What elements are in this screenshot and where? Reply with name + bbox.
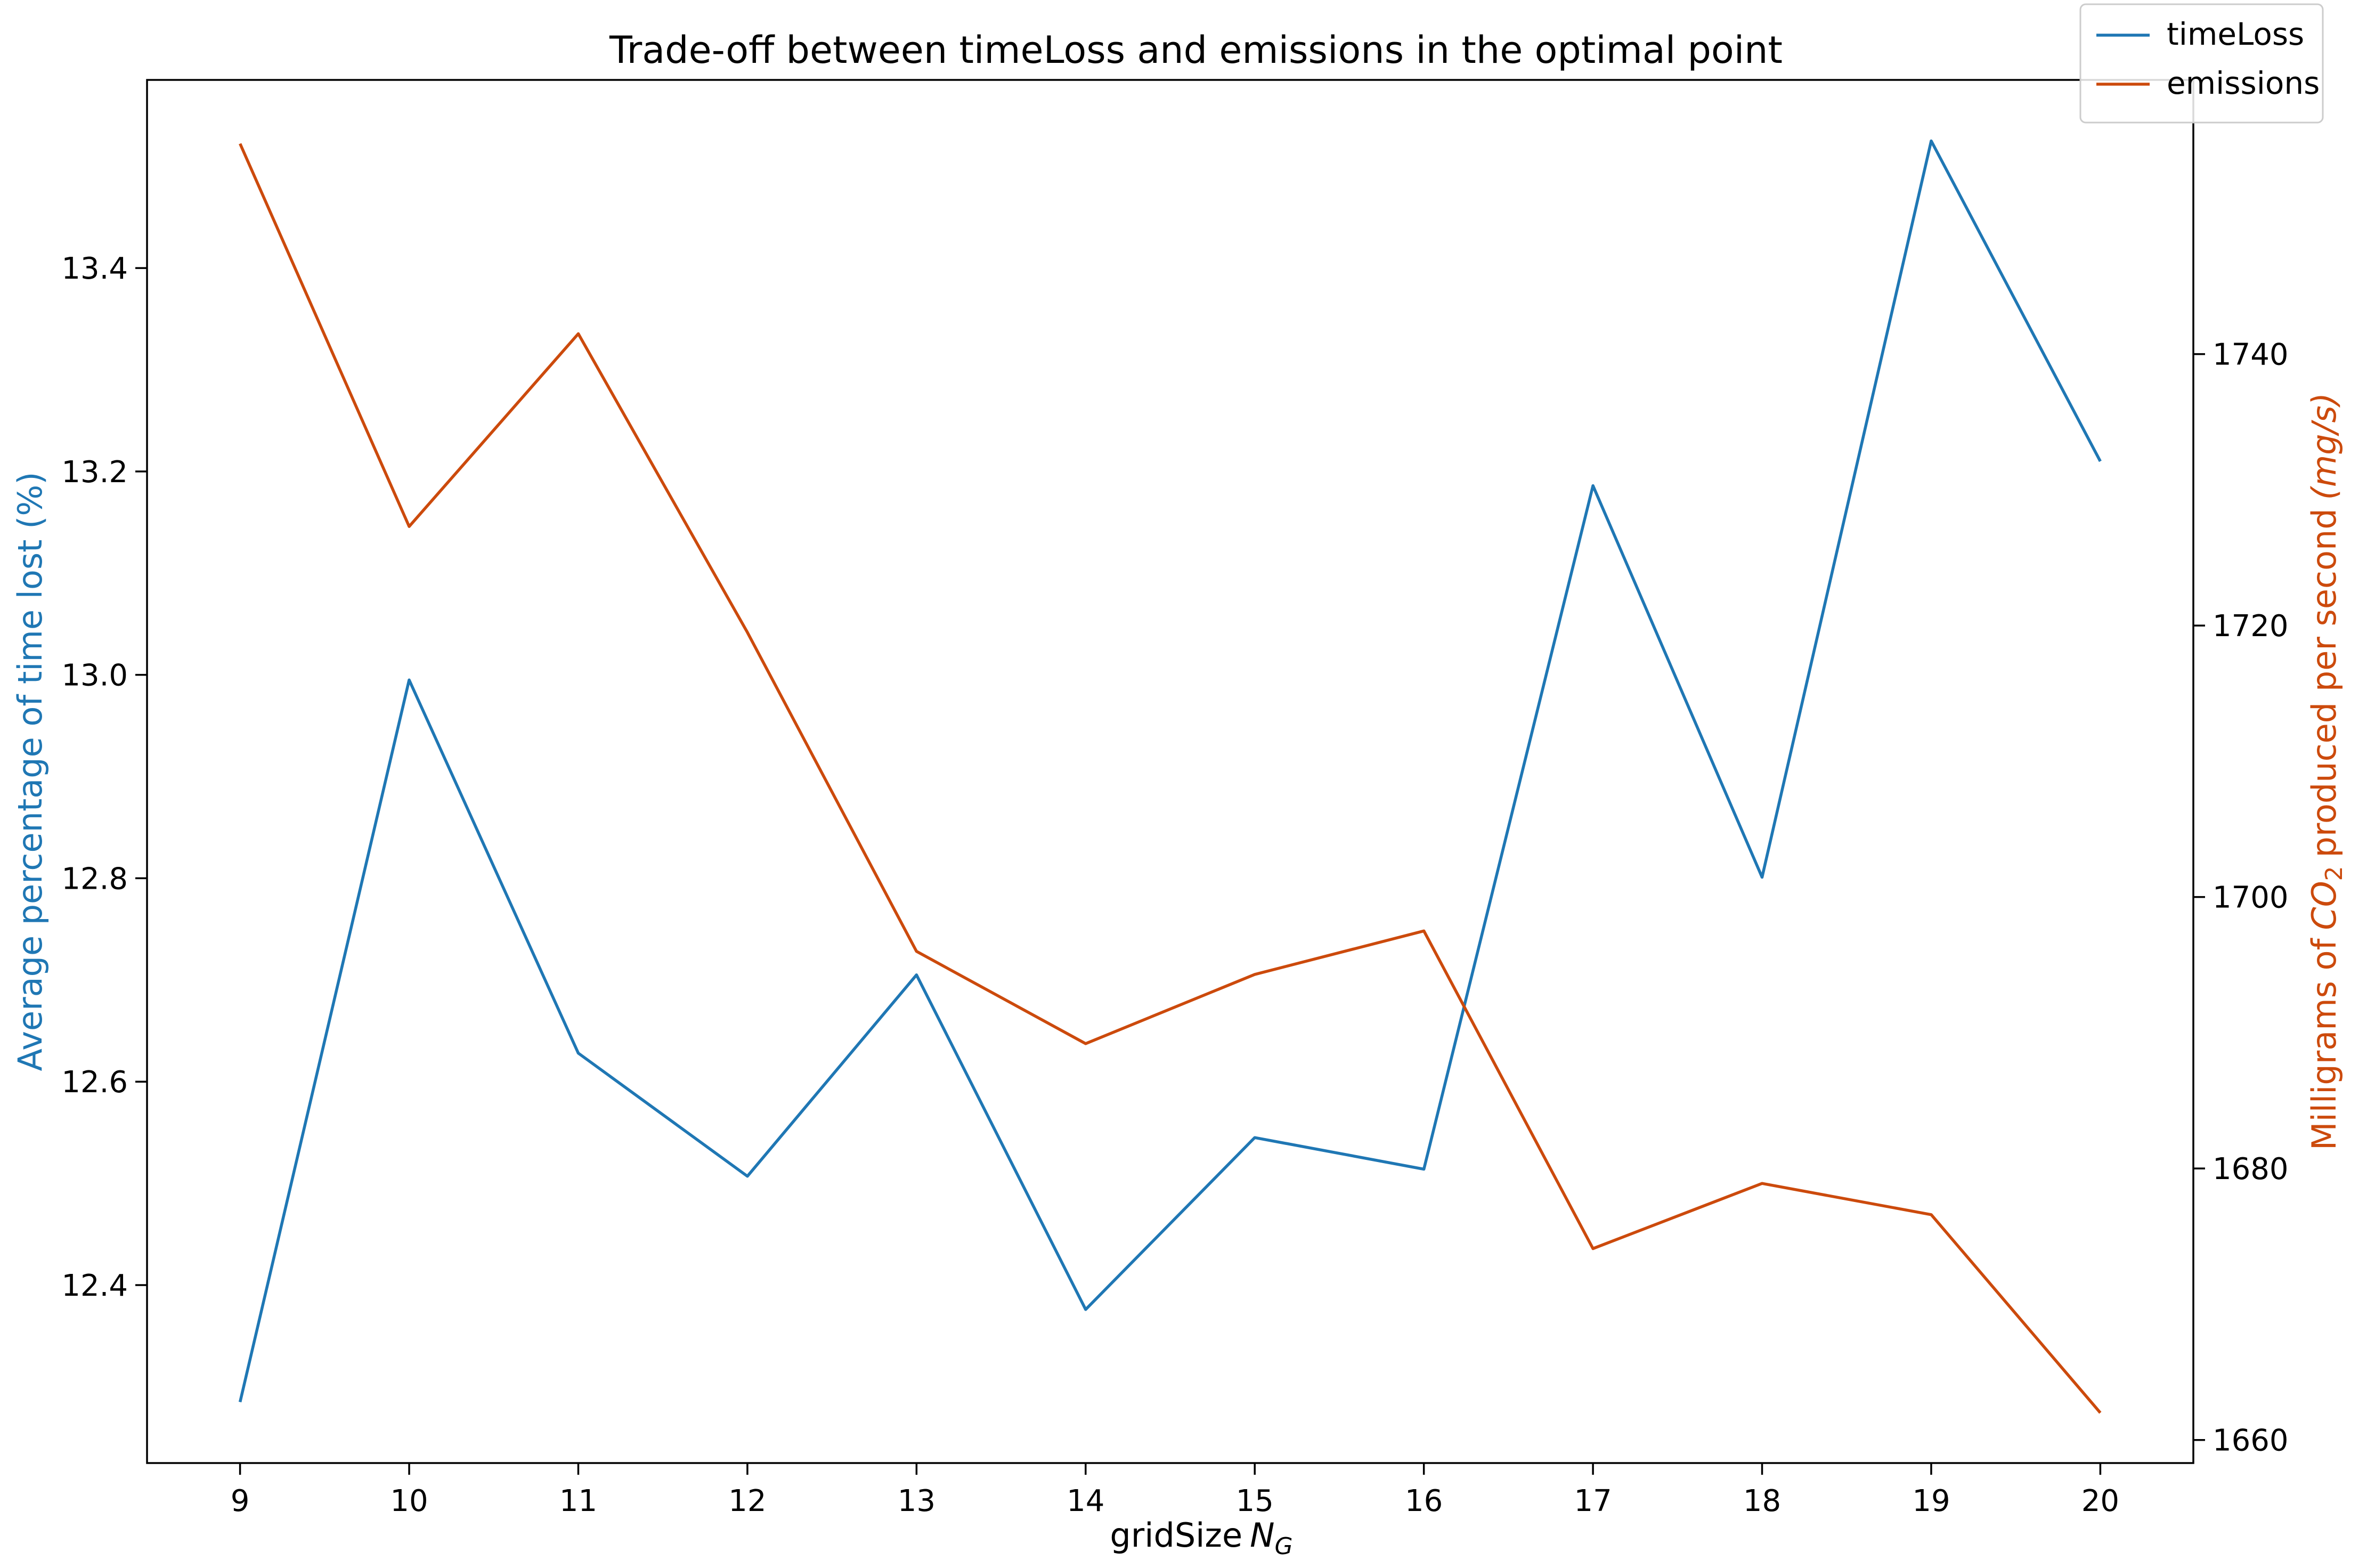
x-tick-label: 16 — [1405, 1484, 1443, 1518]
right-y-axis-label: Milligrams of CO2 produced per second (mg/s… — [2305, 393, 2348, 1150]
legend: timeLoss emissions — [2079, 3, 2324, 124]
legend-label-timeLoss: timeLoss — [2167, 16, 2304, 52]
left-y-tick-label: 13.4 — [61, 251, 128, 286]
right-y-tick-label: 1720 — [2213, 609, 2289, 644]
right-y-axis-label-species-sub: 2 — [2321, 866, 2348, 881]
right-y-tick-label: 1660 — [2213, 1424, 2289, 1458]
left-y-tick-label: 13.0 — [61, 659, 128, 693]
x-tick-label: 18 — [1743, 1484, 1781, 1518]
left-y-tick-label: 12.8 — [61, 862, 128, 896]
x-axis-label-subscript: G — [1274, 1533, 1292, 1560]
x-tick-label: 17 — [1574, 1484, 1612, 1518]
right-y-axis-label-prefix: Milligrams of — [2305, 937, 2344, 1150]
series-line-emissions — [239, 143, 2102, 1414]
legend-label-emissions: emissions — [2167, 65, 2320, 101]
right-y-tick-label: 1700 — [2213, 881, 2289, 915]
x-axis-label: gridSize NG — [1110, 1516, 1292, 1560]
x-tick-label: 11 — [559, 1484, 597, 1518]
x-tick-label: 19 — [1912, 1484, 1950, 1518]
plot-frame — [146, 79, 2194, 1464]
x-tick-label: 20 — [2081, 1484, 2119, 1518]
right-y-axis-label-middle: produced per second — [2305, 508, 2344, 857]
series-line-timeLoss — [238, 139, 2102, 1403]
x-tick-label: 9 — [231, 1484, 250, 1518]
x-tick-label: 14 — [1067, 1484, 1104, 1518]
right-y-tick-label: 1740 — [2213, 338, 2289, 372]
left-y-axis-label: Average percentage of time lost (%) — [11, 472, 50, 1071]
right-y-tick-label: 1680 — [2213, 1152, 2289, 1187]
right-y-axis: 1660 1680 1700 1720 1740 — [2193, 338, 2289, 1458]
x-axis-label-text: gridSize — [1110, 1516, 1242, 1555]
left-y-tick-label: 12.6 — [61, 1065, 128, 1100]
x-axis: 9 10 11 12 13 14 15 16 17 18 19 20 — [231, 1463, 2119, 1518]
x-tick-label: 10 — [390, 1484, 428, 1518]
x-tick-label: 15 — [1236, 1484, 1274, 1518]
x-axis-label-symbol: N — [1250, 1516, 1274, 1555]
x-tick-label: 12 — [728, 1484, 766, 1518]
plot-lines — [238, 139, 2102, 1414]
x-tick-label: 13 — [898, 1484, 936, 1518]
right-y-axis-label-species: CO — [2305, 881, 2344, 930]
left-y-axis: 12.4 12.6 12.8 13.0 13.2 13.4 — [61, 251, 147, 1303]
right-y-axis-label-unit: (mg/s) — [2305, 393, 2344, 500]
left-y-tick-label: 12.4 — [61, 1269, 128, 1303]
chart-title: Trade-off between timeLoss and emissions… — [609, 28, 1783, 72]
left-y-tick-label: 13.2 — [61, 455, 128, 490]
